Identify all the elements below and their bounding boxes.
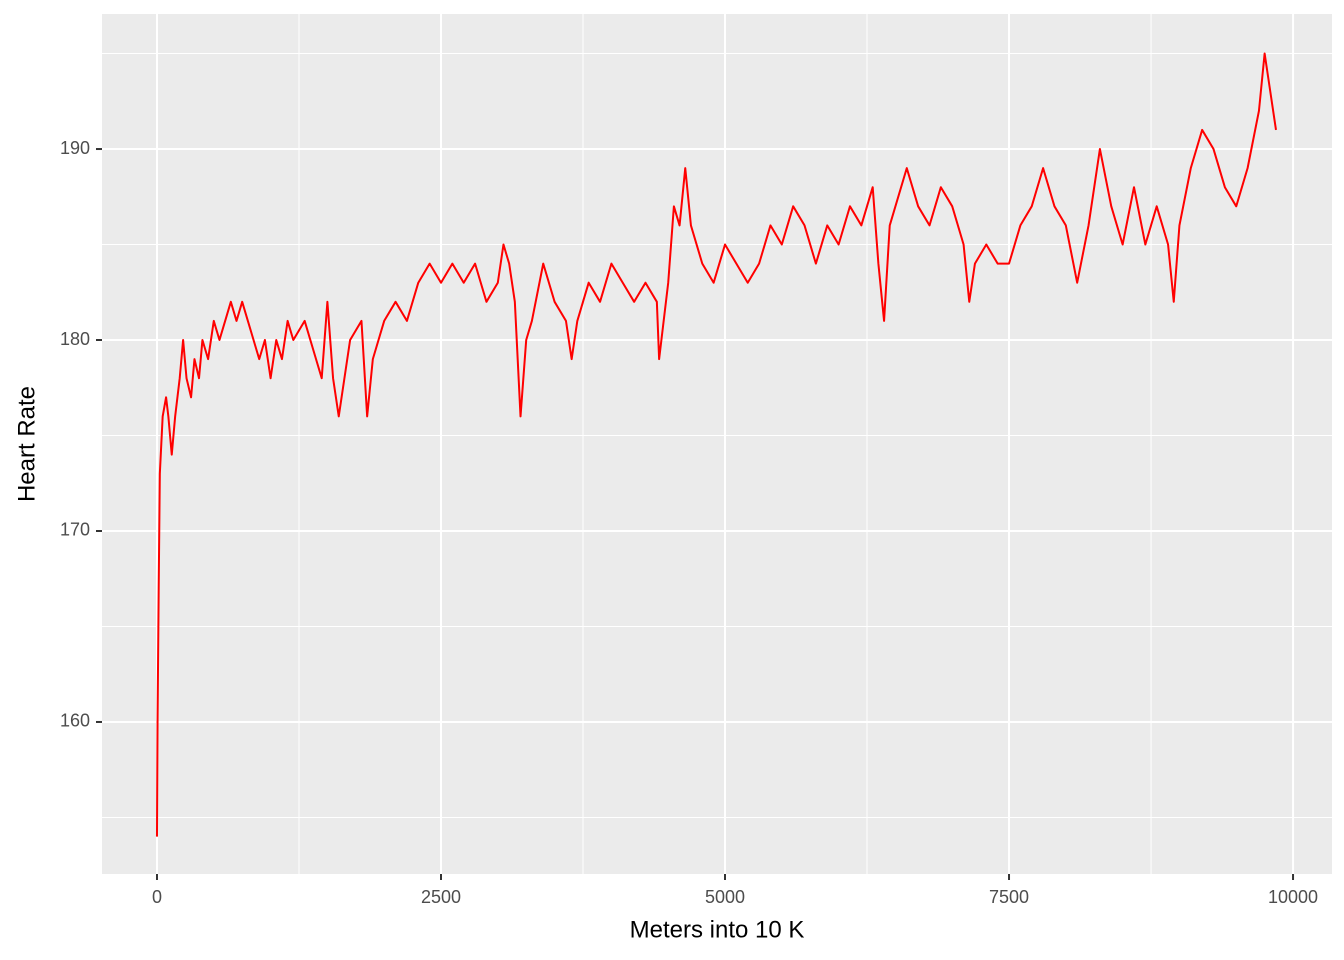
x-tick-label: 7500 — [989, 887, 1029, 907]
y-tick-label: 180 — [60, 329, 90, 349]
labels: 0 2500 5000 7500 10000 160 170 180 190 — [60, 138, 1318, 907]
marks — [155, 52, 1277, 837]
x-tick-label: 2500 — [421, 887, 461, 907]
plot-panel — [102, 14, 1332, 874]
grid — [102, 14, 1332, 874]
y-tick-label: 160 — [60, 711, 90, 731]
y-tick-label: 190 — [60, 138, 90, 158]
x-tick-label: 0 — [152, 887, 162, 907]
x-tick-label: 5000 — [705, 887, 745, 907]
line-series — [155, 52, 1277, 837]
x-tick-label: 10000 — [1268, 887, 1318, 907]
y-axis-title: Heart Rate — [13, 386, 40, 502]
x-axis-title: Meters into 10 K — [630, 916, 805, 943]
y-tick-label: 170 — [60, 520, 90, 540]
